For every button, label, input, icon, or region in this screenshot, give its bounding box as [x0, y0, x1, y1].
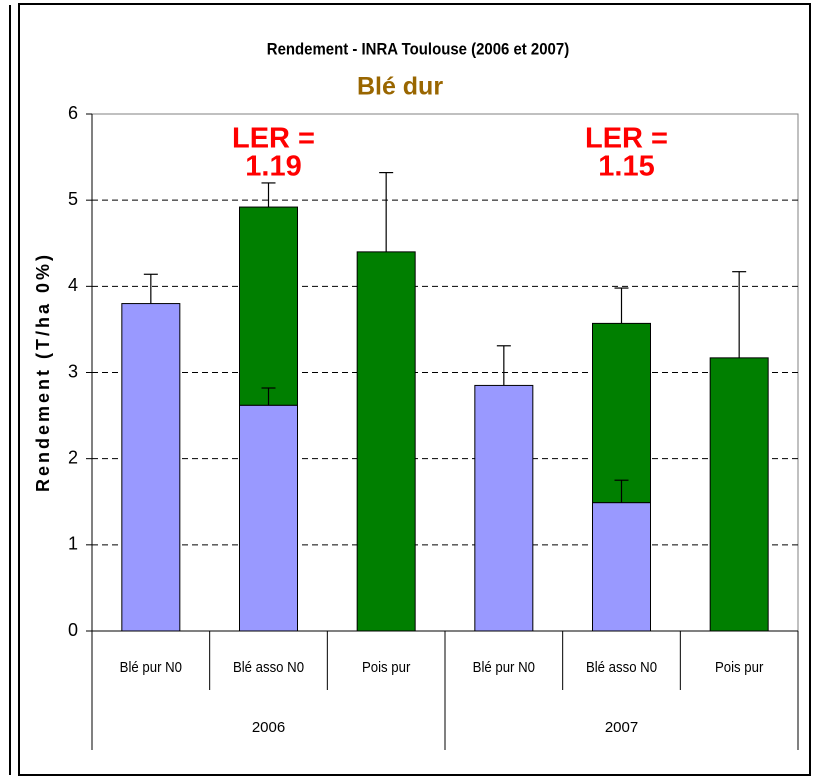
y-tick-label: 5: [68, 189, 78, 209]
bar-segment: [709, 357, 769, 632]
group-label: 2006: [252, 719, 285, 736]
y-tick-label: 4: [68, 275, 78, 295]
y-tick-label: 2: [68, 447, 78, 467]
bar-segment: [121, 303, 181, 632]
x-tick-label: Pois pur: [362, 658, 411, 675]
bar-segment: [592, 322, 651, 504]
x-tick-label: Pois pur: [715, 658, 764, 675]
group-label: 2007: [605, 719, 638, 736]
y-tick-label: 0: [68, 620, 78, 640]
bar-segment: [592, 502, 651, 632]
bar-segment: [239, 404, 298, 632]
y-tick-label: 6: [68, 103, 78, 123]
chart-subtitle: Blé dur: [357, 73, 443, 101]
x-tick-label: Blé asso N0: [586, 658, 657, 675]
x-tick-label: Blé pur N0: [120, 658, 182, 675]
chart-title: Rendement - INRA Toulouse (2006 et 2007): [267, 41, 569, 59]
bar-segment: [239, 206, 298, 406]
annotation: LER =: [232, 123, 315, 155]
x-tick-label: Blé pur N0: [473, 658, 535, 675]
y-tick-label: 3: [68, 361, 78, 381]
y-axis-label: Rendement (T/ha 0%): [33, 252, 53, 492]
y-tick-label: 1: [68, 534, 78, 554]
annotation: 1.19: [245, 151, 301, 183]
bar-segment: [474, 384, 534, 632]
bar-segment: [356, 251, 416, 632]
x-tick-label: Blé asso N0: [233, 658, 304, 675]
annotation: 1.15: [598, 151, 654, 183]
annotation: LER =: [585, 123, 668, 155]
